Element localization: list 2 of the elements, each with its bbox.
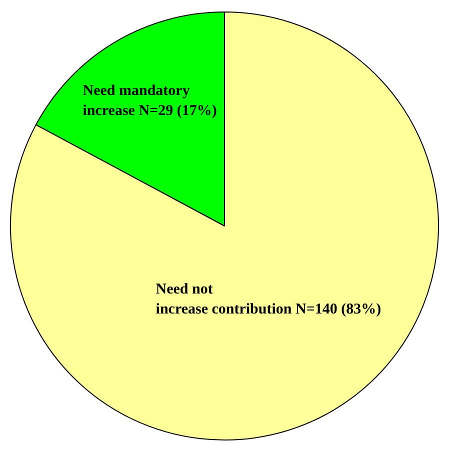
slice-label: Need mandatory increase N=29 (17%) [82, 82, 217, 119]
slice-label: Need not increase contribution N=140 (83%) [156, 281, 382, 318]
